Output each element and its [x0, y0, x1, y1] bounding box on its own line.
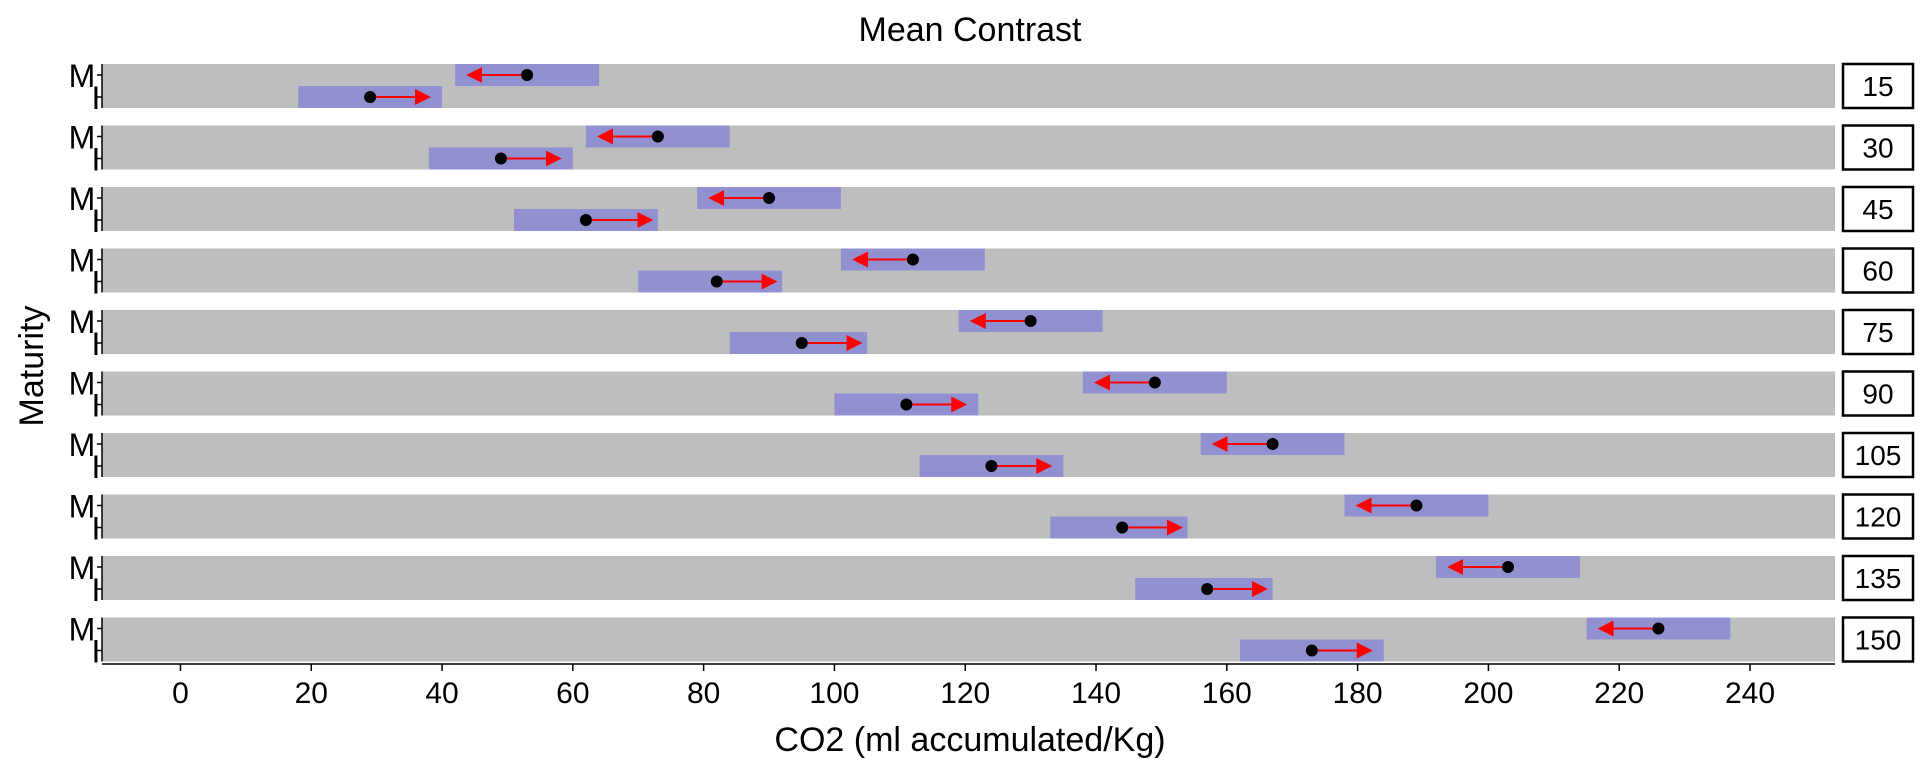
- y-tick-label-M: M: [69, 366, 96, 402]
- facet-panel-45: MI 45: [69, 181, 1915, 239]
- facet-strip-label: 45: [1862, 194, 1893, 225]
- facet-strip: [1841, 124, 1915, 171]
- mean-point-I: [1305, 644, 1318, 657]
- facet-panel-150: MI 150: [69, 612, 1915, 670]
- facet-strip: [1841, 62, 1915, 110]
- x-tick-label: 100: [809, 677, 859, 710]
- y-tick-label-M: M: [69, 181, 96, 217]
- facet-strip: [1841, 370, 1915, 417]
- facet-strip-label: 30: [1862, 133, 1893, 164]
- panel-background: [102, 187, 1835, 231]
- facet-strip: [1841, 554, 1915, 602]
- facet-strip: [1841, 616, 1915, 663]
- y-tick-label-M: M: [69, 120, 96, 156]
- y-tick-label-I: I: [92, 265, 101, 301]
- mean-point-I: [364, 91, 377, 103]
- mean-point-I: [795, 337, 808, 349]
- facet-strip: [1841, 247, 1915, 294]
- mean-point-M: [1148, 376, 1161, 389]
- facet-strip-label: 90: [1862, 379, 1893, 410]
- facet-panel-90: MI 90: [69, 366, 1915, 424]
- x-tick-label: 80: [687, 677, 720, 710]
- x-tick-label: 200: [1463, 677, 1513, 710]
- facet-panel-120: MI 120: [69, 489, 1915, 547]
- x-tick-label: 160: [1202, 677, 1252, 710]
- facet-strip-label: 60: [1862, 256, 1893, 287]
- mean-point-M: [521, 69, 534, 81]
- x-tick-label: 20: [295, 677, 328, 710]
- mean-point-M: [1502, 561, 1515, 573]
- y-tick-label-I: I: [92, 142, 101, 178]
- y-tick-label-M: M: [69, 550, 96, 586]
- facet-strip: [1841, 493, 1915, 540]
- facet-panel-30: MI 30: [69, 120, 1915, 178]
- x-tick-label: 240: [1725, 677, 1775, 710]
- mean-point-I: [1201, 583, 1214, 595]
- mean-point-M: [1266, 438, 1279, 450]
- y-tick-label-M: M: [69, 304, 96, 340]
- x-tick-label: 180: [1333, 677, 1383, 710]
- x-axis: 0 20 40 60 80 100 120 140 160 180 200 220 240: [102, 663, 1835, 710]
- y-tick-label-M: M: [69, 427, 96, 463]
- y-tick-label-I: I: [92, 203, 101, 239]
- mean-point-M: [906, 253, 919, 266]
- mean-point-I: [900, 398, 913, 411]
- facet-panel-135: MI 135: [69, 550, 1915, 608]
- mean-point-M: [651, 130, 664, 143]
- facet-strip: [1841, 308, 1915, 356]
- y-tick-label-I: I: [92, 326, 101, 362]
- y-tick-label-M: M: [69, 612, 96, 648]
- y-tick-label-I: I: [92, 449, 101, 485]
- facet-strip-label: 135: [1855, 563, 1902, 594]
- mean-point-I: [579, 214, 592, 226]
- mean-point-M: [1024, 315, 1037, 327]
- facet-panel-105: MI 105: [69, 427, 1915, 485]
- mean-point-M: [1410, 499, 1423, 512]
- y-tick-label-I: I: [92, 511, 101, 547]
- facet-strip: [1841, 431, 1915, 479]
- y-tick-label-I: I: [92, 572, 101, 608]
- panel-background: [102, 617, 1835, 662]
- y-tick-label-I: I: [92, 634, 101, 670]
- y-tick-label-M: M: [69, 489, 96, 525]
- y-tick-label-M: M: [69, 243, 96, 279]
- mean-point-I: [710, 275, 723, 288]
- x-axis-label: CO2 (ml accumulated/Kg): [774, 721, 1165, 759]
- x-tick-label: 60: [556, 677, 589, 710]
- facet-panel-60: MI 60: [69, 243, 1915, 301]
- facet-panel-75: MI 75: [69, 304, 1915, 362]
- y-axis-label: Maturity: [13, 306, 51, 427]
- mean-point-I: [1116, 521, 1129, 534]
- x-tick-label: 140: [1071, 677, 1121, 710]
- y-tick-label-I: I: [92, 388, 101, 424]
- panel-background: [102, 125, 1835, 170]
- facet-strip: [1841, 185, 1915, 233]
- x-tick-label: 0: [172, 677, 189, 710]
- x-tick-label: 120: [940, 677, 990, 710]
- facet-panel-15: MI 15: [69, 58, 1915, 116]
- panel-background: [102, 494, 1835, 539]
- interval-bar-I: [638, 270, 783, 293]
- facet-strip-label: 150: [1855, 625, 1902, 656]
- mean-point-I: [494, 152, 507, 165]
- facet-strip-label: 75: [1862, 317, 1893, 348]
- facet-strip-label: 120: [1855, 502, 1902, 533]
- mean-point-M: [763, 192, 776, 204]
- x-tick-label: 40: [425, 677, 458, 710]
- y-tick-label-I: I: [92, 80, 101, 116]
- chart-title: Mean Contrast: [859, 11, 1083, 49]
- facet-strip-label: 15: [1862, 71, 1893, 102]
- y-tick-label-M: M: [69, 58, 96, 94]
- facet-strip-label: 105: [1855, 440, 1902, 471]
- x-tick-label: 220: [1594, 677, 1644, 710]
- mean-point-M: [1652, 622, 1665, 635]
- mean-point-I: [985, 460, 998, 472]
